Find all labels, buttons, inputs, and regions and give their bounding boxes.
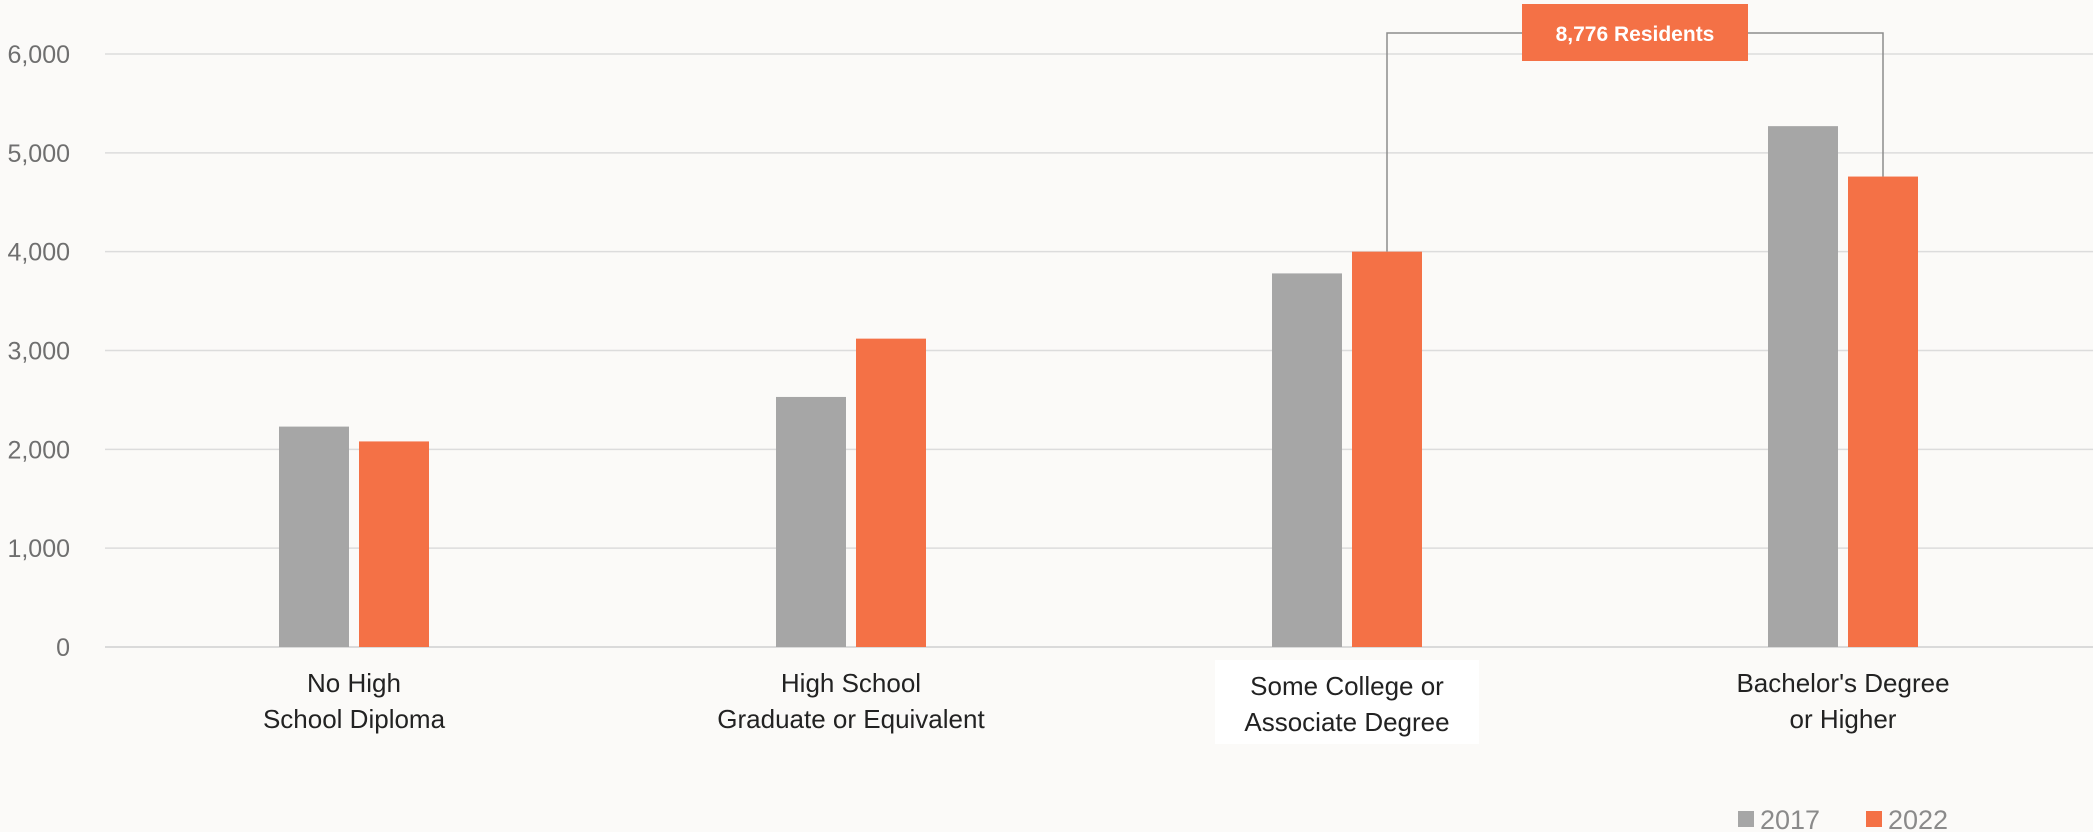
bar-2022-2 [1352, 251, 1422, 647]
annotation-label: 8,776 Residents [1556, 23, 1715, 46]
y-tick-label: 1,000 [7, 535, 70, 563]
bar-2022-1 [856, 338, 926, 647]
legend-swatch-2022 [1866, 811, 1882, 827]
bar-2022-3 [1848, 176, 1918, 647]
y-tick-label: 6,000 [7, 41, 70, 69]
bar-2022-0 [359, 441, 429, 647]
legend: 2017 2022 [1738, 805, 1948, 832]
category-label: Some College or [1250, 671, 1444, 701]
x-axis-categories: No High School Diploma High School Graduate… [263, 660, 1950, 744]
bar-2017-2 [1272, 273, 1342, 647]
category-label: Graduate or Equivalent [717, 704, 985, 734]
annotation-box [1522, 4, 1748, 61]
category-label: Associate Degree [1244, 707, 1449, 737]
y-tick-label: 4,000 [7, 239, 70, 267]
category-label: School Diploma [263, 704, 446, 734]
annotation: 8,776 Residents [1386, 4, 1884, 252]
category-label: High School [781, 668, 921, 698]
bars [279, 126, 1918, 648]
y-tick-label: 3,000 [7, 338, 70, 366]
bar-2017-3 [1768, 126, 1838, 648]
category-label: or Higher [1790, 704, 1897, 734]
legend-label: 2022 [1888, 805, 1948, 832]
category-label: Bachelor's Degree [1736, 668, 1949, 698]
y-tick-label: 5,000 [7, 140, 70, 168]
bar-2017-0 [279, 426, 349, 647]
bar-2017-1 [776, 396, 846, 647]
category-label-highlight [1215, 660, 1479, 744]
y-axis-ticks: 0 1,000 2,000 3,000 4,000 5,000 6,000 [7, 41, 70, 662]
gridlines [105, 53, 2093, 648]
y-tick-label: 2,000 [7, 436, 70, 464]
y-tick-label: 0 [56, 634, 70, 662]
legend-label: 2017 [1760, 805, 1820, 832]
legend-swatch-2017 [1738, 811, 1754, 827]
category-label: No High [307, 668, 401, 698]
